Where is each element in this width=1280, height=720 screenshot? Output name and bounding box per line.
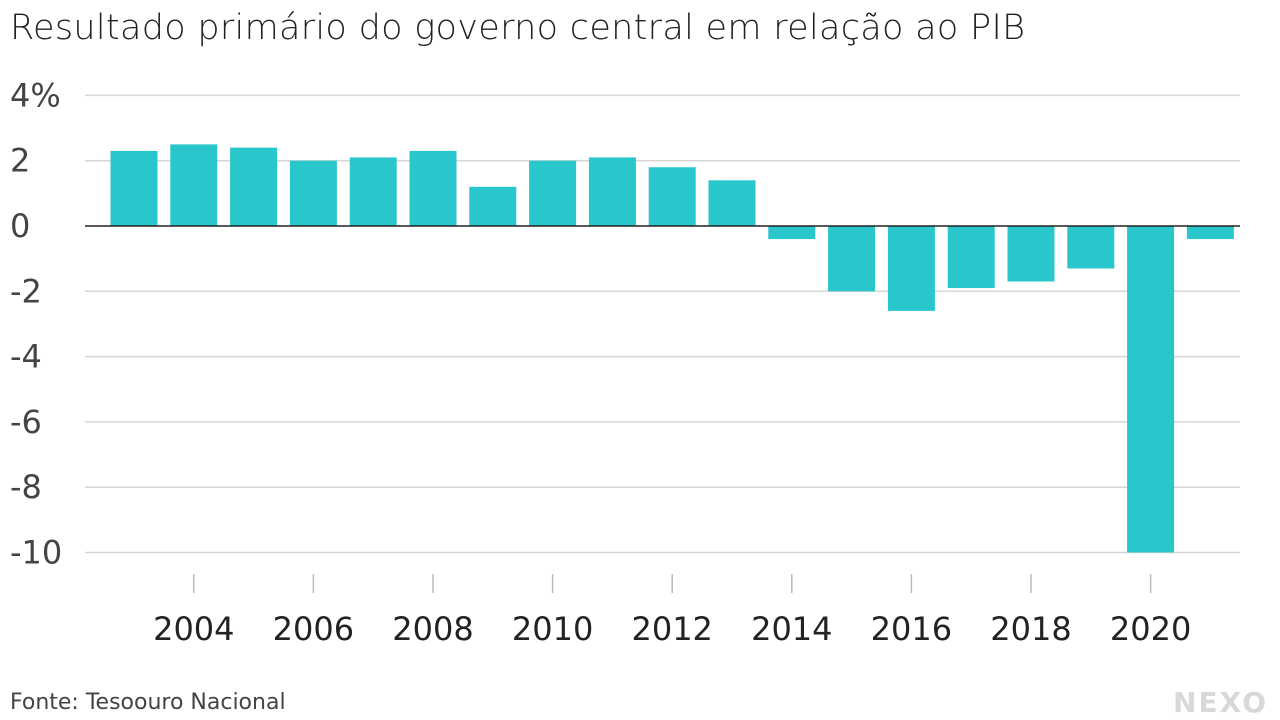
- bar-2020: [1127, 226, 1175, 553]
- y-tick-label: -6: [10, 403, 42, 441]
- bar-2003: [110, 150, 158, 226]
- x-tick-label: 2012: [631, 610, 712, 648]
- bar-2016: [887, 226, 935, 311]
- x-tick-label: 2004: [153, 610, 234, 648]
- x-tick-label: 2006: [273, 610, 354, 648]
- y-tick-label: -4: [10, 338, 42, 376]
- bar-2007: [349, 157, 397, 226]
- y-tick-label: -8: [10, 468, 42, 506]
- x-tick-label: 2016: [871, 610, 952, 648]
- bar-2014: [768, 226, 816, 240]
- bar-2021: [1186, 226, 1234, 240]
- bar-2019: [1067, 226, 1115, 269]
- y-tick-label: -2: [10, 272, 42, 310]
- bar-2005: [230, 147, 278, 226]
- y-tick-label: -10: [10, 534, 62, 572]
- bar-2018: [1007, 226, 1055, 282]
- x-tick-label: 2008: [392, 610, 473, 648]
- source-note: Fonte: Tesoouro Nacional: [10, 690, 286, 715]
- nexo-logo: NEXO: [1173, 686, 1268, 719]
- bar-2008: [409, 150, 457, 226]
- chart-title: Resultado primário do governo central em…: [10, 8, 1026, 48]
- x-tick-label: 2014: [751, 610, 832, 648]
- x-tick-label: 2020: [1110, 610, 1191, 648]
- bar-2015: [828, 226, 876, 292]
- bar-2004: [170, 144, 218, 226]
- bar-2009: [469, 186, 517, 226]
- bar-2010: [529, 160, 577, 226]
- y-tick-label: 0: [10, 207, 30, 245]
- x-tick-label: 2010: [512, 610, 593, 648]
- bar-2017: [947, 226, 995, 289]
- bar-2013: [708, 180, 756, 226]
- bar-2012: [648, 167, 696, 226]
- y-tick-label: 2: [10, 142, 30, 180]
- y-tick-label: 4%: [10, 76, 61, 114]
- bar-2011: [588, 157, 636, 226]
- bar-2006: [289, 160, 337, 226]
- x-tick-label: 2018: [990, 610, 1071, 648]
